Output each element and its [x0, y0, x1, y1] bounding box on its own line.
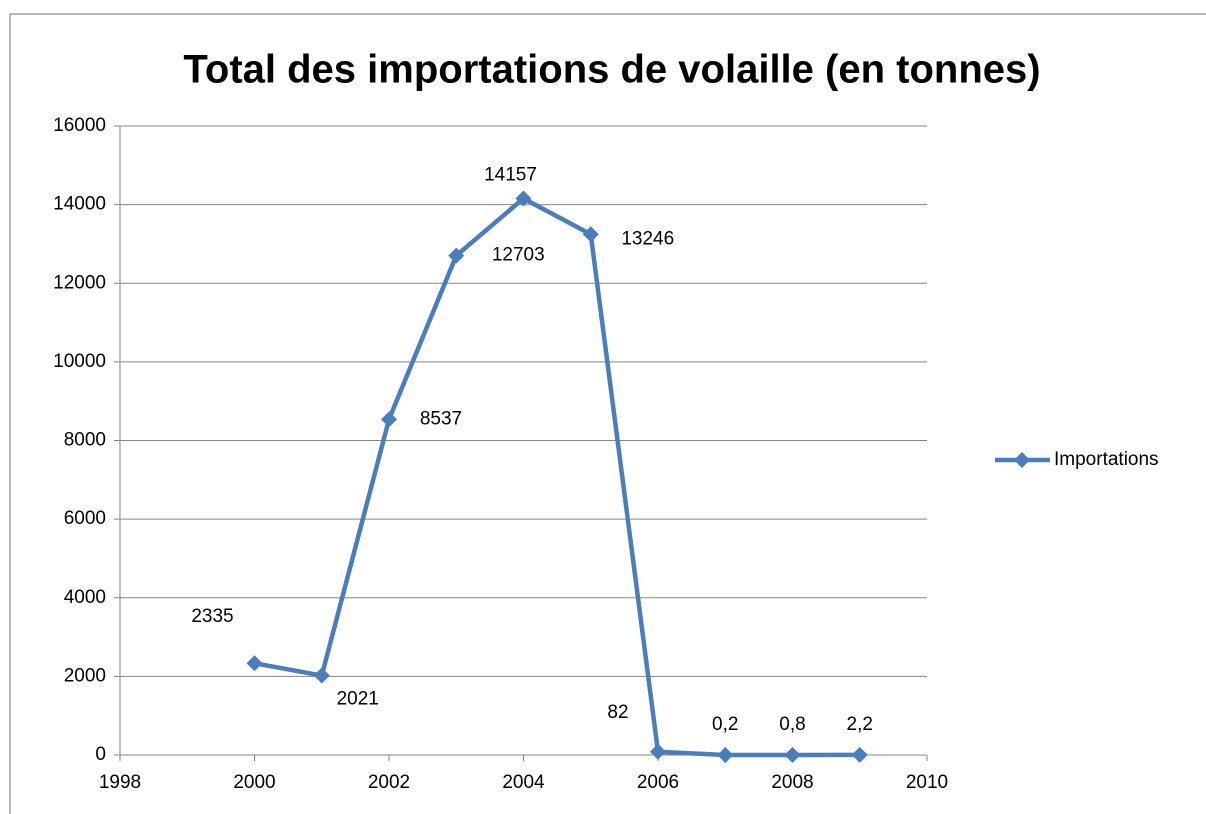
data-point: [851, 746, 868, 763]
data-point: [246, 655, 263, 672]
data-label: 82: [607, 702, 628, 723]
series-line: [254, 196, 860, 758]
x-tick-label: 2000: [233, 772, 275, 793]
data-label: 0,2: [712, 714, 738, 735]
data-point: [784, 746, 801, 763]
legend-label: Importations: [1054, 449, 1159, 470]
x-tick-label: 2010: [906, 772, 948, 793]
data-label: 13246: [621, 228, 674, 249]
y-tick-label: 6000: [64, 508, 106, 529]
data-label: 0,8: [779, 714, 805, 735]
data-point: [313, 667, 330, 684]
data-point: [515, 190, 532, 207]
data-label: 2021: [337, 689, 379, 710]
data-label: 12703: [492, 245, 545, 266]
x-tick-label: 2006: [637, 772, 679, 793]
x-tick-label: 2002: [368, 772, 410, 793]
x-tick-label: 2004: [502, 772, 545, 793]
x-tick-label: 2008: [771, 772, 813, 793]
legend-marker: [1014, 452, 1030, 468]
data-point: [448, 247, 465, 264]
chart-frame: [9, 13, 1206, 814]
y-tick-label: 2000: [64, 665, 106, 686]
y-tick-label: 4000: [64, 587, 106, 608]
data-point: [717, 746, 734, 763]
data-label: 2335: [191, 606, 233, 627]
data-label: 14157: [484, 164, 537, 185]
y-tick-label: 12000: [53, 272, 106, 293]
y-tick-label: 8000: [64, 430, 106, 451]
y-tick-label: 14000: [53, 194, 106, 215]
data-point: [582, 226, 599, 243]
data-point: [381, 411, 397, 428]
y-tick-label: 16000: [53, 115, 106, 136]
x-tick-label: 1998: [99, 772, 141, 793]
data-label: 8537: [420, 408, 462, 429]
y-tick-label: 0: [95, 744, 106, 765]
data-label: 2,2: [847, 714, 873, 735]
data-point: [650, 743, 666, 760]
chart-title: Total des importations de volaille (en t…: [183, 48, 1040, 92]
y-tick-label: 10000: [53, 351, 106, 372]
